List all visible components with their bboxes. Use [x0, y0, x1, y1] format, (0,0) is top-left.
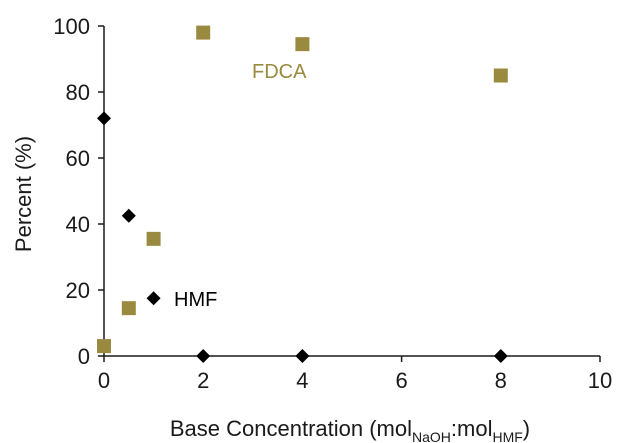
point-hmf — [295, 349, 310, 363]
point-fdca — [493, 68, 508, 83]
x-tick-label: 0 — [98, 368, 110, 393]
point-fdca — [196, 25, 211, 40]
series-label-hmf: HMF — [174, 289, 217, 311]
x-tick-label: 10 — [588, 368, 612, 393]
point-hmf — [146, 291, 161, 306]
x-axis-title-mid: :mol — [451, 416, 493, 441]
x-tick-label: 8 — [495, 368, 507, 393]
x-axis-title-sub-hmf: HMF — [492, 429, 522, 443]
point-hmf — [196, 349, 211, 363]
x-axis-title: Base Concentration (molNaOH:molHMF) — [170, 416, 530, 443]
y-tick-label: 80 — [66, 80, 90, 105]
x-tick-label: 2 — [197, 368, 209, 393]
x-tick-label: 4 — [296, 368, 308, 393]
point-hmf — [121, 208, 136, 223]
point-hmf — [97, 111, 111, 126]
point-fdca — [146, 231, 161, 246]
series-labels: FDCA HMF — [174, 61, 307, 311]
point-hmf — [493, 349, 508, 363]
y-tick-label: 60 — [66, 146, 90, 171]
x-axis-title-main: Base Concentration (mol — [170, 416, 412, 441]
series-label-fdca: FDCA — [252, 61, 307, 83]
y-tick-label: 100 — [53, 14, 90, 39]
y-tick-label: 0 — [78, 344, 90, 369]
x-axis-title-sub-naoh: NaOH — [412, 429, 451, 443]
point-fdca — [97, 339, 111, 354]
x-axis-title-end: ) — [523, 416, 530, 441]
y-tick-label: 20 — [66, 278, 90, 303]
point-fdca — [121, 301, 136, 316]
ticks: 0 20 40 60 80 100 0 2 4 6 8 10 — [53, 14, 612, 393]
data-points — [97, 25, 508, 363]
x-tick-label: 6 — [395, 368, 407, 393]
point-fdca — [295, 37, 310, 52]
y-tick-label: 40 — [66, 212, 90, 237]
y-axis-title: Percent (%) — [11, 136, 36, 252]
axes — [103, 26, 600, 357]
